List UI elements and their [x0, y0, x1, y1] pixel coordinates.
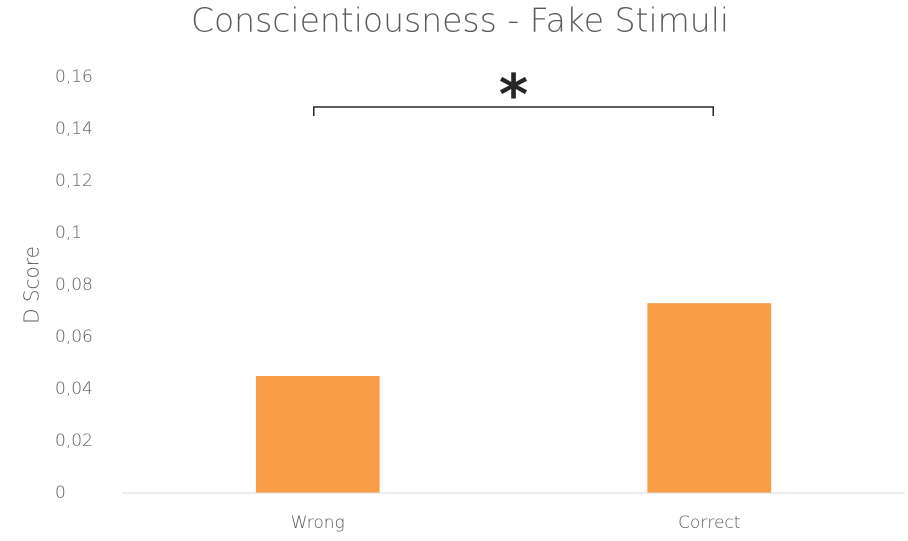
- y-tick-label: 0,08: [55, 275, 93, 295]
- y-tick-label: 0,16: [55, 67, 93, 87]
- y-tick-label: 0,14: [55, 119, 93, 139]
- y-tick-label: 0,1: [55, 223, 82, 243]
- x-tick-label: Correct: [678, 513, 740, 533]
- x-tick-label: Wrong: [291, 513, 345, 533]
- y-tick-label: 0,04: [55, 379, 93, 399]
- y-axis-label: D Score: [20, 246, 44, 324]
- bar: [255, 376, 380, 493]
- y-tick-label: 0,12: [55, 171, 93, 191]
- significance-star: *: [499, 63, 528, 128]
- bar: [647, 303, 772, 493]
- y-tick-label: 0,06: [55, 327, 93, 347]
- y-tick-label: 0,02: [55, 431, 93, 451]
- y-tick-label: 0: [55, 483, 66, 503]
- significance-bracket: [313, 106, 714, 116]
- chart-title: Conscientiousness - Fake Stimuli: [191, 1, 729, 40]
